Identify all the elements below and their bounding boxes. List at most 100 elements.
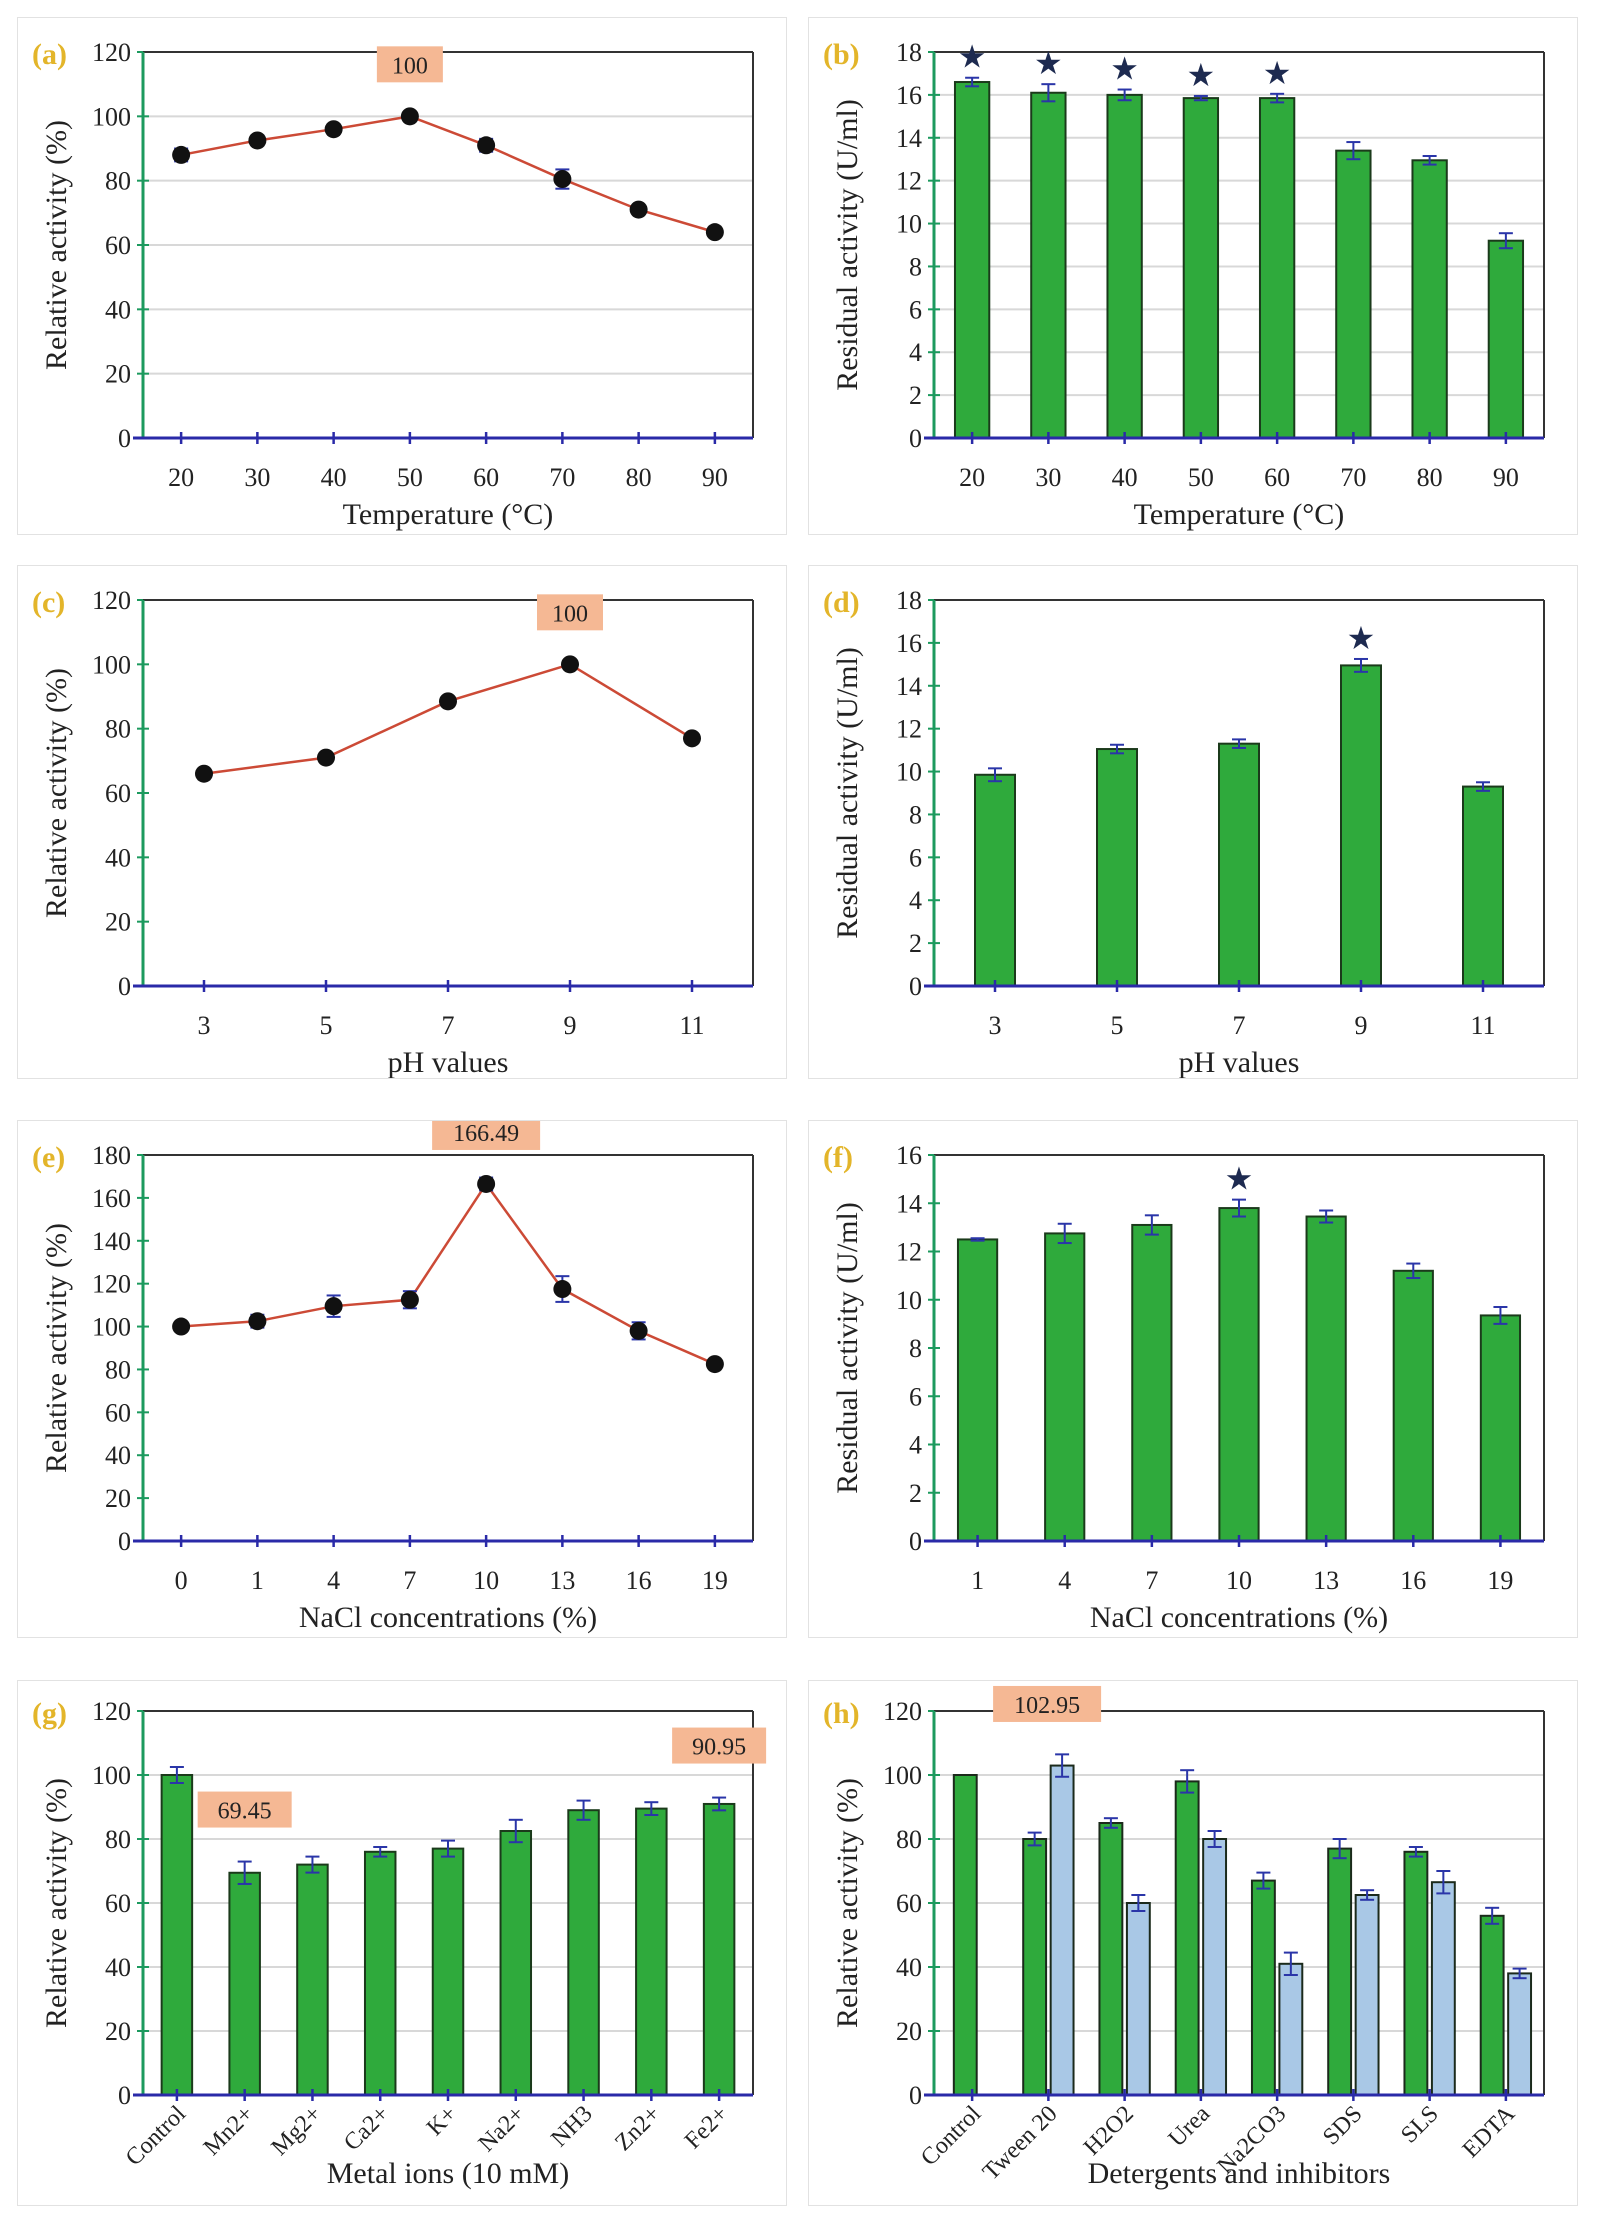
y-tick-label: 60 (105, 1398, 131, 1427)
y-tick-label: 80 (105, 1355, 131, 1384)
y-tick-label: 100 (92, 102, 131, 131)
x-axis-title: pH values (388, 1046, 509, 1078)
y-tick-label: 6 (909, 843, 922, 872)
y-tick-label: 8 (909, 252, 922, 281)
x-tick-label: Mn2+ (199, 2101, 259, 2161)
x-tick-label: H2O2 (1079, 2101, 1139, 2161)
y-axis-title: Residual activity (U/ml) (831, 647, 864, 939)
y-tick-label: 8 (909, 800, 922, 829)
x-tick-label: 40 (1112, 463, 1138, 492)
x-axis-title: pH values (1179, 1046, 1300, 1078)
bar (363, 1850, 397, 2096)
x-tick-label: 7 (442, 1011, 455, 1040)
y-tick-label: 14 (896, 672, 922, 701)
bar (1305, 1215, 1347, 1543)
x-tick-label: 60 (473, 463, 499, 492)
bar-series-2 (1507, 1972, 1533, 2096)
x-tick-label: Ca2+ (339, 2101, 394, 2156)
y-tick-label: 0 (909, 1527, 922, 1556)
x-tick-label: 1 (971, 1566, 984, 1595)
y-axis-title: Relative activity (%) (40, 668, 73, 918)
x-tick-label: 20 (168, 463, 194, 492)
x-tick-label: Control (916, 2101, 986, 2171)
significance-star-icon: ★ (1347, 620, 1376, 656)
y-axis-title: Relative activity (%) (831, 1778, 864, 2028)
y-tick-label: 40 (896, 1953, 922, 1982)
x-tick-label: Fe2+ (680, 2101, 733, 2154)
bar (1335, 149, 1372, 439)
x-tick-label: Zn2+ (610, 2101, 665, 2156)
x-axis-title: NaCl concentrations (%) (299, 1601, 597, 1634)
x-tick-label: 3 (198, 1011, 211, 1040)
data-point (248, 131, 267, 150)
data-point (477, 1174, 496, 1193)
panel-label: (c) (32, 586, 65, 619)
annotation-box (197, 1791, 292, 1828)
x-tick-label: 4 (327, 1566, 340, 1595)
y-tick-label: 20 (105, 908, 131, 937)
y-tick-label: 80 (105, 1825, 131, 1854)
data-point (553, 170, 572, 189)
x-tick-label: 50 (1188, 463, 1214, 492)
y-tick-label: 0 (909, 2081, 922, 2110)
x-tick-label: 90 (702, 463, 728, 492)
significance-star-icon: ★ (1110, 51, 1139, 87)
data-point (172, 145, 191, 164)
bar-series-1 (1098, 1822, 1124, 2096)
x-tick-label: 80 (1417, 463, 1443, 492)
x-tick-label: 10 (1226, 1566, 1252, 1595)
data-point (324, 1297, 343, 1316)
y-tick-label: 100 (92, 1761, 131, 1790)
y-tick-label: 12 (896, 1238, 922, 1267)
bar (1392, 1269, 1434, 1543)
bar-series-2 (1202, 1838, 1228, 2096)
bar (499, 1830, 533, 2096)
data-point (561, 655, 579, 674)
y-tick-label: 4 (909, 1431, 922, 1460)
panel-a: 0 20 40 60 80 100 120 100 20 30 40 50 60 70 80 90 Temper… (17, 17, 787, 535)
significance-star-icon: ★ (958, 39, 987, 75)
x-tick-label: Na2+ (474, 2101, 530, 2157)
y-tick-label: 4 (909, 886, 922, 915)
data-point (172, 1317, 191, 1336)
annotation-label: 90.95 (692, 1735, 746, 1761)
significance-star-icon: ★ (1034, 45, 1063, 81)
y-tick-label: 2 (909, 929, 922, 958)
panel-f: 0 2 4 6 8 10 12 14 16 ★ 1 4 7 10 13 16 19 NaCl concentrat… (808, 1120, 1578, 1638)
y-tick-label: 60 (105, 1889, 131, 1918)
bar (431, 1847, 465, 2096)
bar (228, 1871, 261, 2096)
y-tick-label: 80 (105, 167, 131, 196)
x-tick-label: Mg2+ (267, 2101, 327, 2161)
y-tick-label: 0 (118, 424, 131, 453)
y-tick-label: 120 (92, 38, 131, 67)
bar (1044, 1232, 1086, 1542)
y-tick-label: 120 (92, 586, 131, 615)
y-tick-label: 2 (909, 1479, 922, 1508)
x-tick-label: 9 (564, 1011, 577, 1040)
x-tick-label: 30 (1035, 463, 1061, 492)
x-tick-label: 70 (1340, 463, 1366, 492)
data-point (553, 1280, 572, 1299)
significance-star-icon: ★ (1263, 55, 1292, 91)
annotation-label: 100 (552, 601, 588, 627)
x-tick-label: Control (121, 2101, 191, 2171)
y-tick-label: 100 (92, 1313, 131, 1342)
y-tick-label: 10 (896, 1286, 922, 1315)
panel-label: (f) (823, 1141, 853, 1174)
y-tick-label: 16 (896, 1141, 922, 1170)
bar (1462, 785, 1504, 987)
bar (1096, 748, 1138, 987)
x-tick-label: 7 (403, 1566, 416, 1595)
x-tick-label: K+ (422, 2101, 462, 2141)
y-tick-label: 120 (92, 1697, 131, 1726)
chart-e: 0 20 40 60 80 100 120 140 160 180 166.49 0 1 4 7 10 13 16… (32, 1121, 754, 1634)
x-tick-label: EDTA (1458, 2100, 1521, 2163)
x-tick-label: 5 (320, 1011, 333, 1040)
x-tick-label: 7 (1233, 1011, 1246, 1040)
x-axis-title: NaCl concentrations (%) (1090, 1601, 1388, 1634)
annotation-box (537, 594, 603, 631)
y-tick-label: 16 (896, 629, 922, 658)
x-tick-label: 5 (1111, 1011, 1124, 1040)
